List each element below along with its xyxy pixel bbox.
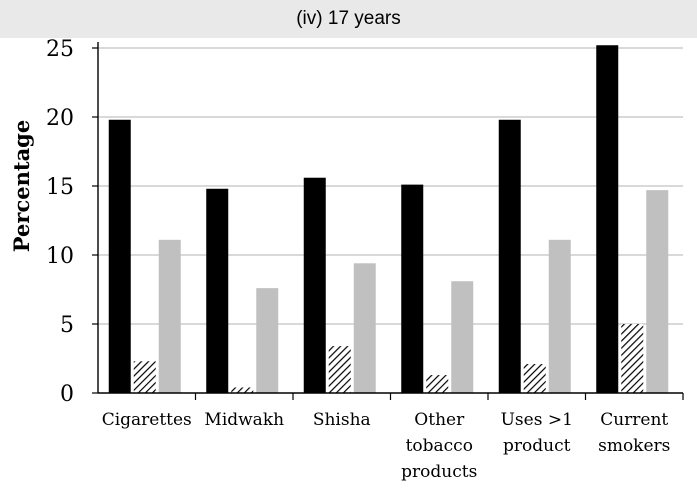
bar bbox=[401, 184, 424, 393]
x-category-label-line: Uses >1 bbox=[501, 410, 573, 430]
y-tick-label: 25 bbox=[46, 37, 74, 62]
bar bbox=[451, 281, 474, 393]
bar bbox=[646, 190, 669, 393]
bar bbox=[523, 364, 546, 393]
x-category-label-line: Midwakh bbox=[204, 410, 284, 430]
x-category-label-line: product bbox=[503, 436, 571, 456]
chart-title: (iv) 17 years bbox=[0, 0, 697, 38]
x-category-label-line: products bbox=[401, 462, 477, 482]
x-category-label: Uses >1 product bbox=[501, 410, 573, 456]
bar bbox=[206, 188, 229, 393]
x-category-label-line: Shisha bbox=[313, 410, 371, 430]
x-category-label-line: Cigarettes bbox=[102, 410, 192, 430]
x-category-label: Other tobacco products bbox=[401, 410, 477, 482]
y-tick-label: 20 bbox=[46, 106, 74, 131]
x-category-label: Current smokers bbox=[598, 410, 670, 456]
x-category-label: Midwakh bbox=[204, 410, 284, 430]
x-category-label: Shisha bbox=[313, 410, 371, 430]
bar bbox=[426, 375, 449, 393]
x-category-label-line: Current bbox=[600, 410, 668, 430]
x-category-label-line: tobacco bbox=[406, 436, 473, 456]
bar bbox=[353, 263, 376, 393]
y-tick-label: 5 bbox=[60, 313, 74, 338]
x-category-label-line: smokers bbox=[598, 436, 670, 456]
bar bbox=[303, 177, 326, 393]
y-tick-label: 15 bbox=[46, 175, 74, 200]
bar bbox=[133, 361, 156, 393]
bar bbox=[108, 119, 131, 393]
bar bbox=[621, 324, 644, 393]
y-tick-label: 0 bbox=[60, 382, 74, 407]
bar bbox=[231, 387, 254, 393]
bar bbox=[328, 346, 351, 393]
x-category-label-line: Other bbox=[414, 410, 465, 430]
bar bbox=[596, 45, 619, 394]
bar bbox=[158, 239, 181, 393]
bar bbox=[498, 119, 521, 393]
x-category-label: Cigarettes bbox=[102, 410, 192, 430]
y-axis-title: Percentage bbox=[9, 120, 34, 252]
bar bbox=[256, 288, 279, 393]
y-tick-label: 10 bbox=[46, 244, 74, 269]
bar bbox=[548, 239, 571, 393]
